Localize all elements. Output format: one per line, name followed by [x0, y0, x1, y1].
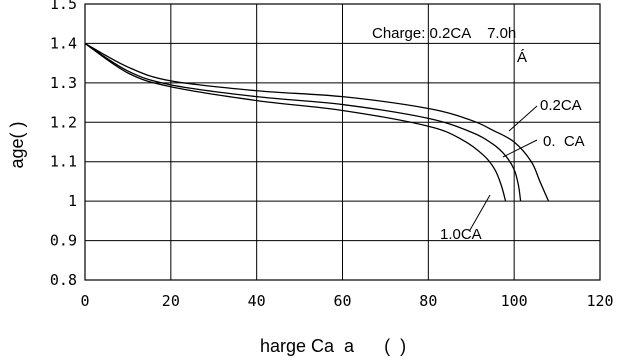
series-label-0.CA: 0. CA [543, 133, 585, 150]
y-tick-label: 1.4 [50, 34, 77, 52]
leader-line-1.0CA [469, 194, 491, 231]
y-tick-label: 0.9 [50, 232, 77, 250]
x-tick-label: 0 [80, 292, 89, 310]
y-tick-label: 1 [68, 192, 77, 210]
y-tick-label: 1.2 [50, 113, 77, 131]
y-tick-label: 0.8 [50, 271, 77, 289]
tick-labels: 0.8 0.9 1 1.1 1.2 1.3 1.4 1.5 0 20 40 60 80 100 120 [50, 0, 614, 310]
x-tick-label: 20 [162, 292, 180, 310]
y-axis-label: age( ) [7, 121, 27, 168]
series-lines [84, 42, 550, 202]
y-tick-label: 1.5 [50, 0, 77, 13]
y-tick-label: 1.3 [50, 74, 77, 92]
y-tick-label: 1.1 [50, 153, 77, 171]
charge-annotation: Charge: 0.2CA 7.0h [372, 25, 516, 42]
series-line-1.0CA [84, 42, 507, 202]
x-axis-label: harge Ca a ( ) [260, 336, 406, 356]
grid [84, 3, 601, 281]
x-tick-label: 60 [333, 292, 351, 310]
x-tick-label: 120 [586, 292, 613, 310]
temperature-annotation: Á [517, 49, 527, 66]
x-tick-label: 100 [501, 292, 528, 310]
x-tick-label: 80 [419, 292, 437, 310]
series-label-0.2CA: 0.2CA [540, 97, 582, 114]
leader-line-0.CA [502, 139, 538, 158]
plot-frame [84, 3, 601, 281]
series-line-0.2CA [84, 42, 550, 202]
series-label-1.0CA: 1.0CA [440, 226, 482, 243]
leader-line-0.2CA [508, 105, 538, 132]
series-line-0.CA [84, 42, 522, 202]
x-tick-label: 40 [248, 292, 266, 310]
